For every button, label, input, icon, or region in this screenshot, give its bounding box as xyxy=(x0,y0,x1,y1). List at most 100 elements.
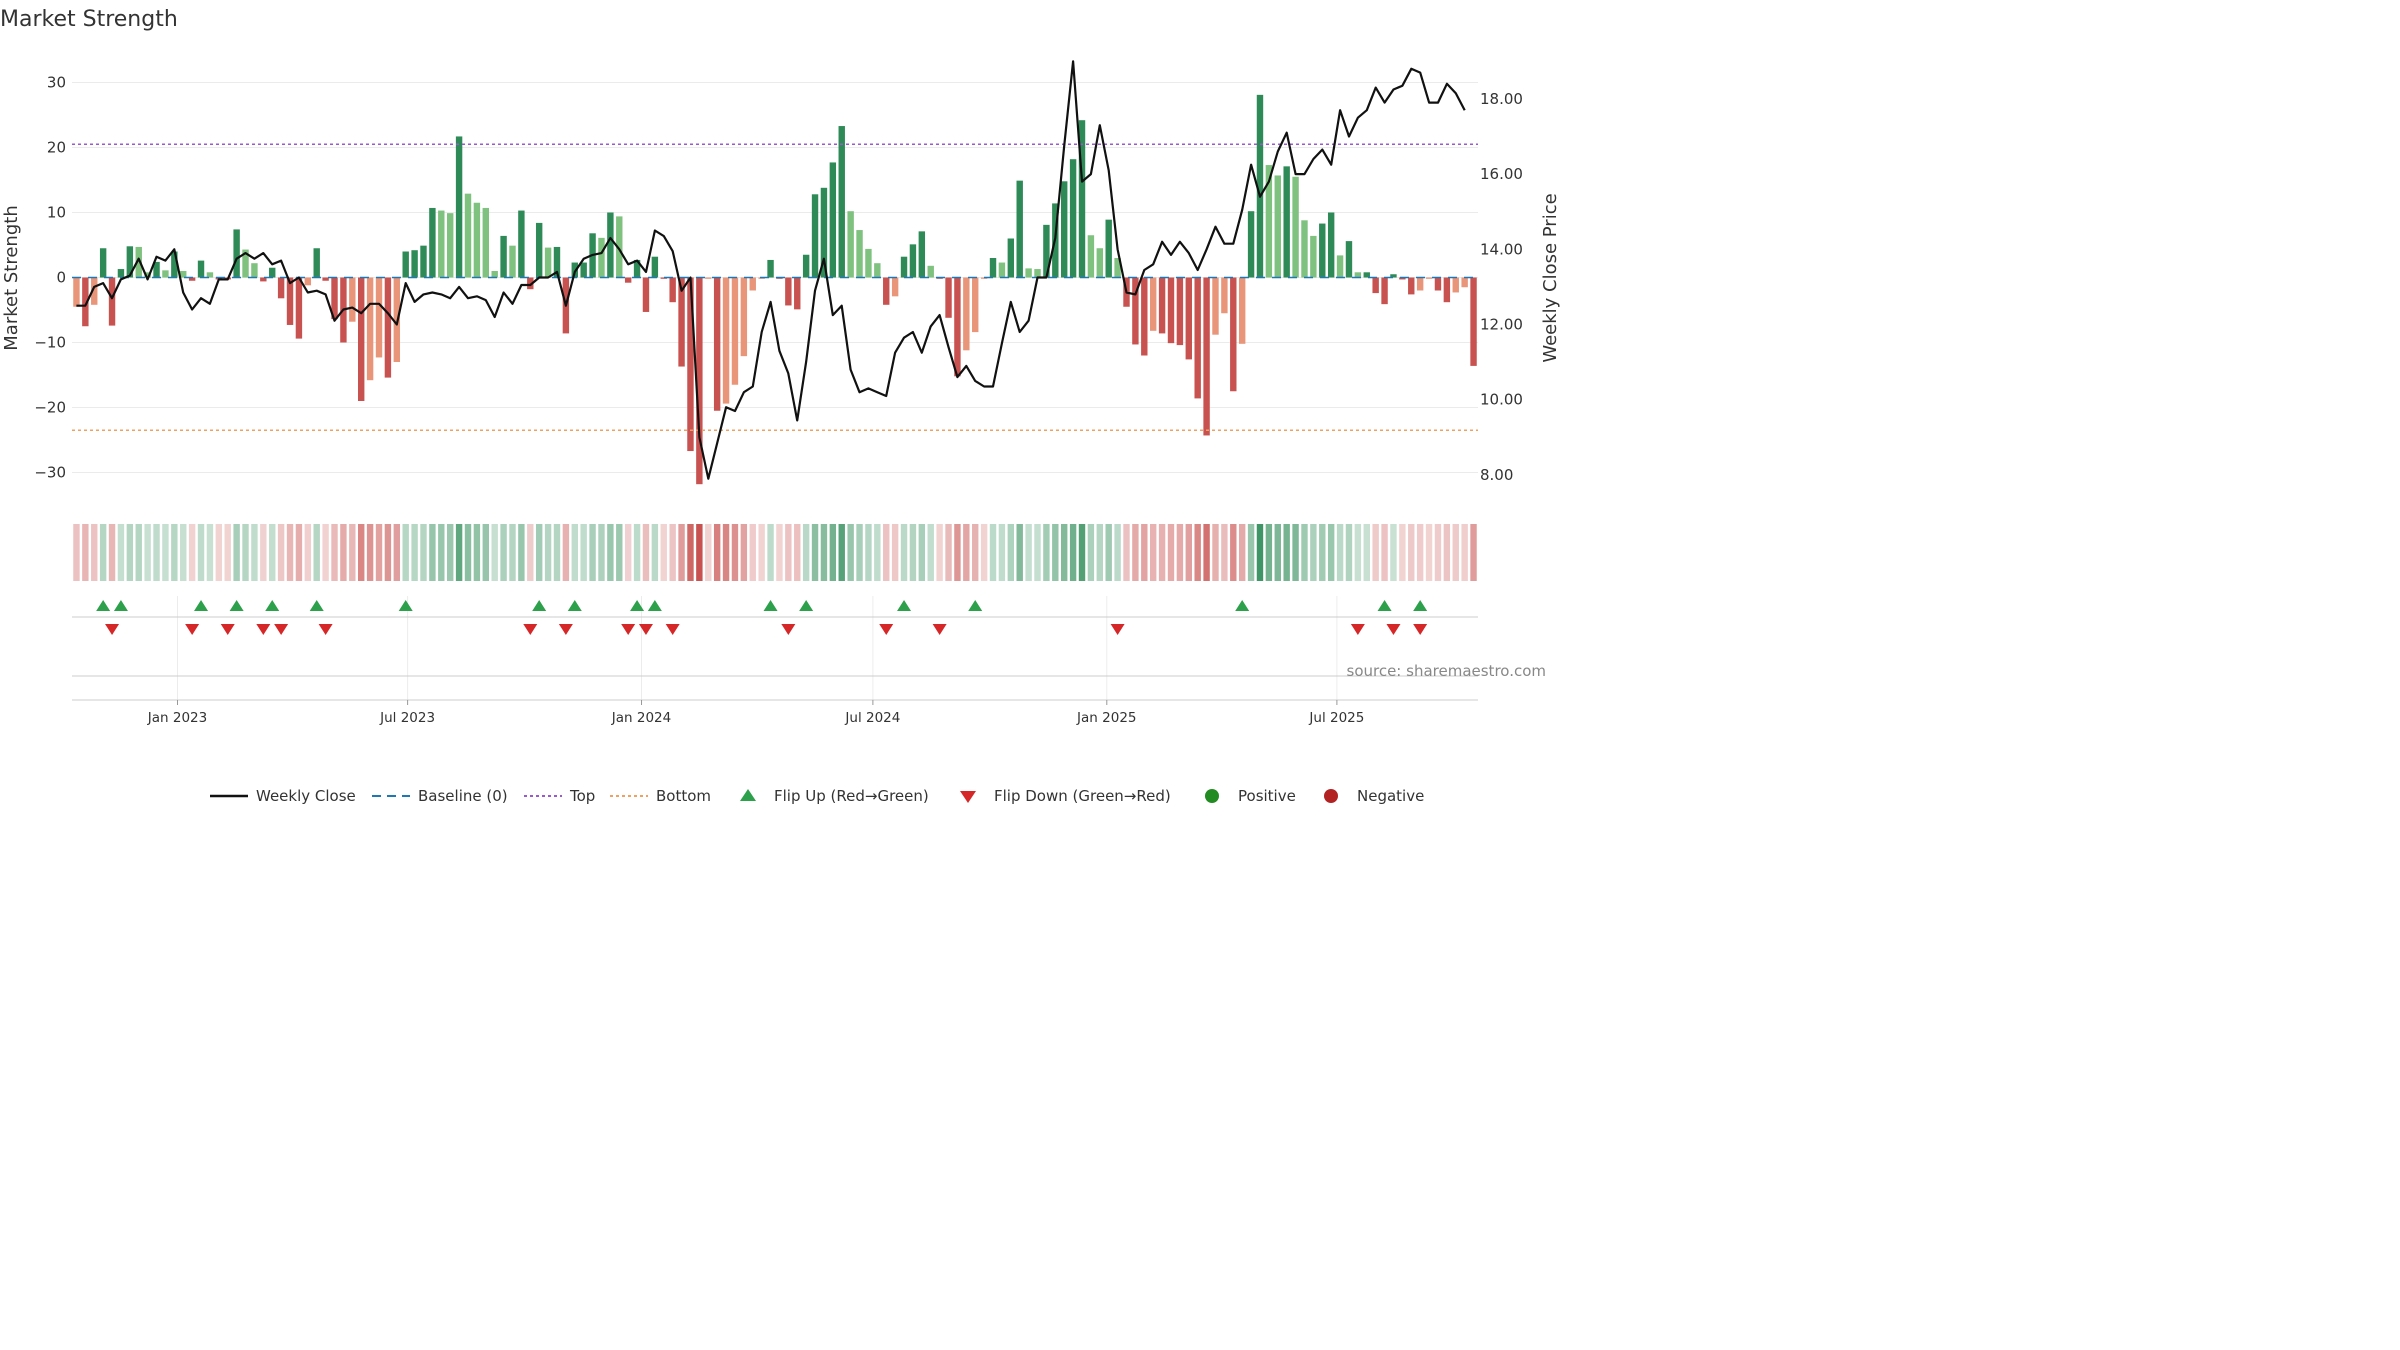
heat-strip-cell xyxy=(945,524,952,581)
heat-strip-cell xyxy=(1283,524,1290,581)
heat-strip-cell xyxy=(927,524,934,581)
y2-tick-label: 18.00 xyxy=(1480,90,1523,108)
heat-strip-cell xyxy=(1061,524,1068,581)
heat-strip-cell xyxy=(838,524,845,581)
strength-bar xyxy=(1016,180,1023,278)
strength-bar xyxy=(811,194,819,278)
strength-bar xyxy=(1158,277,1166,334)
strength-bar xyxy=(1034,269,1041,278)
heat-strip-cell xyxy=(687,524,694,581)
strength-bar xyxy=(856,230,863,278)
strength-bar xyxy=(1096,248,1104,278)
flip-down-marker xyxy=(932,624,947,635)
strength-bar xyxy=(1114,258,1121,278)
heat-strip-cell xyxy=(144,524,151,581)
strength-bar xyxy=(1069,159,1077,278)
market-strength-chart: Market Strength 30 20 10 0 −10 −20 −30 18.00 16… xyxy=(0,7,1561,805)
x-tick-label: Jul 2023 xyxy=(379,710,435,726)
strength-bar xyxy=(927,265,934,278)
x-tick-label: Jul 2024 xyxy=(844,710,900,726)
heat-strip-cell xyxy=(482,524,489,581)
heat-strip-cell xyxy=(989,524,997,581)
strength-bar xyxy=(1283,166,1290,278)
strength-bar xyxy=(1265,165,1273,278)
heat-strip-cell xyxy=(99,524,107,581)
strength-bar xyxy=(126,246,134,278)
strength-bar xyxy=(1149,277,1157,331)
strength-bar xyxy=(384,277,392,378)
heat-strip-cell xyxy=(171,524,178,581)
heat-strip-cell xyxy=(1123,524,1130,581)
flip-down-marker xyxy=(1110,624,1125,635)
heat-strip-cell xyxy=(535,524,543,581)
heat-strip-cell xyxy=(242,524,249,581)
heat-strip-cell xyxy=(1408,524,1415,581)
y-tick-label: 20 xyxy=(47,139,66,157)
heat-strip-cell xyxy=(260,524,267,581)
y2-axis-ticks: 18.00 16.00 14.00 12.00 10.00 8.00 xyxy=(1480,90,1523,484)
strength-bar xyxy=(144,272,151,278)
heat-strip-cell xyxy=(135,524,142,581)
heat-strip-cell xyxy=(607,524,614,581)
y2-tick-label: 16.00 xyxy=(1480,165,1523,183)
heat-strip-cell xyxy=(269,524,276,581)
strength-bar xyxy=(767,259,774,278)
strength-bar xyxy=(1434,277,1442,291)
flip-up-marker xyxy=(96,600,111,611)
strength-bar xyxy=(1336,255,1344,278)
heat-strip-cell xyxy=(544,524,552,581)
heat-strip-cell xyxy=(224,524,231,581)
heat-strip-cell xyxy=(1132,524,1139,581)
heat-strip-cell xyxy=(1221,524,1228,581)
strength-bar xyxy=(349,277,356,322)
heat-strip-cell xyxy=(713,524,721,581)
flip-down-marker xyxy=(665,624,680,635)
strength-bar xyxy=(909,244,917,278)
strength-bar xyxy=(633,259,641,278)
strength-bar xyxy=(669,277,676,303)
heat-strip-cell xyxy=(669,524,676,581)
heat-strip-cell xyxy=(1292,524,1299,581)
strength-bar xyxy=(518,210,525,278)
heat-strip-cell xyxy=(206,524,214,581)
flip-down-marker xyxy=(879,624,894,635)
heat-strip-cell xyxy=(660,524,667,581)
heat-strip-cell xyxy=(722,524,730,581)
heat-strip-cell xyxy=(865,524,872,581)
strength-bar xyxy=(1025,268,1032,278)
heat-strip-cell xyxy=(1381,524,1388,581)
heat-strip-cell xyxy=(1025,524,1032,581)
heat-strip-cell xyxy=(740,524,748,581)
flip-up-marker xyxy=(647,600,662,611)
heat-strip-cell xyxy=(1354,524,1362,581)
strength-bar xyxy=(527,277,534,290)
strength-bar xyxy=(1043,224,1050,278)
legend-label-baseline: Baseline (0) xyxy=(418,787,508,805)
y2-axis-title: Weekly Close Price xyxy=(1540,193,1561,362)
strength-bar xyxy=(1399,277,1406,280)
flip-up-marker xyxy=(763,600,778,611)
flip-up-marker xyxy=(799,600,814,611)
flip-down-marker xyxy=(185,624,200,635)
heat-strip-cell xyxy=(1443,524,1451,581)
strength-bar xyxy=(375,277,383,358)
strength-bar xyxy=(1167,277,1175,344)
strength-bar xyxy=(313,248,320,278)
heat-strip-cell xyxy=(313,524,320,581)
legend-label-weekly-close: Weekly Close xyxy=(256,787,356,805)
strength-bar xyxy=(464,193,472,278)
heat-strip-cell xyxy=(197,524,205,581)
strength-bar xyxy=(918,231,926,278)
heat-strip-cell xyxy=(1212,524,1219,581)
heat-strip-cell xyxy=(1399,524,1406,581)
strength-bar xyxy=(731,277,739,385)
strength-bar xyxy=(1425,277,1433,279)
strength-bar xyxy=(624,277,632,283)
heat-strip-cell xyxy=(1345,524,1353,581)
strength-bar xyxy=(1061,181,1068,278)
strength-bar xyxy=(1274,175,1281,278)
heat-strip-cell xyxy=(776,524,783,581)
heat-strip-cell xyxy=(91,524,98,581)
strength-bar xyxy=(171,251,178,278)
legend-swatch-flip-down xyxy=(960,791,976,803)
